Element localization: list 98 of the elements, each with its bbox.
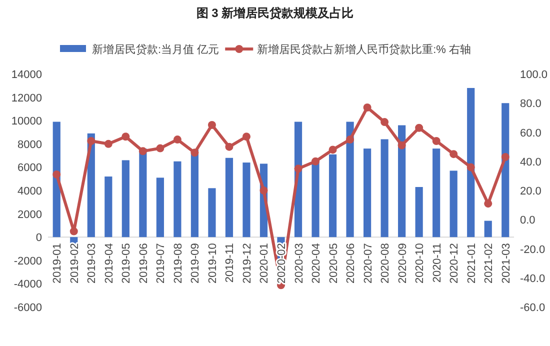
- bar: [398, 125, 406, 238]
- x-tick-label: 2020-12: [448, 243, 461, 284]
- bar: [104, 176, 112, 238]
- point: [432, 136, 440, 145]
- x-tick-label: 2020-10: [414, 243, 426, 284]
- y2-tick-label: 60.0: [520, 127, 542, 140]
- point: [328, 146, 337, 154]
- bar: [484, 220, 492, 238]
- chart-title: 图 3 新增居民贷款规模及占比: [196, 6, 354, 20]
- bar: [450, 170, 458, 238]
- y-tick-label: 10000: [11, 116, 42, 128]
- point: [173, 136, 182, 144]
- bar: [364, 148, 372, 238]
- bar: [502, 103, 510, 238]
- x-tick-label: 2020-06: [345, 243, 358, 284]
- bar: [174, 161, 182, 238]
- y-tick-label: -6000: [14, 302, 42, 314]
- y2-tick-label: -40.0: [520, 272, 546, 285]
- y2-tick-label: -20.0: [520, 244, 546, 256]
- y-tick-label: 4000: [18, 186, 42, 198]
- y2-tick-label: 80.0: [520, 98, 542, 110]
- point: [122, 132, 130, 141]
- point: [466, 163, 475, 172]
- point: [104, 140, 112, 148]
- x-tick-label: 2019-07: [155, 243, 168, 284]
- point: [225, 142, 234, 151]
- x-tick-label: 2020-11: [431, 243, 444, 283]
- point: [398, 141, 406, 150]
- point: [380, 118, 389, 126]
- bar: [156, 178, 164, 238]
- bar: [328, 154, 337, 238]
- y2-tick-label: 20.0: [520, 186, 542, 198]
- x-tick-label: 2019-01: [52, 243, 64, 284]
- x-tick-label: 2021-02: [483, 243, 496, 284]
- bar: [122, 160, 130, 238]
- x-tick-label: 2020-08: [380, 243, 392, 284]
- y-tick-label: 2000: [18, 208, 42, 221]
- x-tick-label: 2019-03: [86, 243, 98, 284]
- bar: [380, 139, 388, 238]
- x-tick-label: 2019-04: [103, 243, 116, 284]
- x-tick-label: 2020-03: [293, 243, 306, 284]
- point: [70, 227, 78, 236]
- x-tick-label: 2019-08: [172, 243, 184, 284]
- bar: [346, 122, 354, 238]
- point: [312, 157, 320, 166]
- x-tick-label: 2019-11: [224, 243, 236, 283]
- x-tick-label: 2019-06: [138, 243, 150, 284]
- bar: [208, 188, 216, 238]
- point: [156, 144, 164, 152]
- point: [208, 120, 216, 129]
- x-tick-label: 2019-10: [206, 243, 219, 284]
- y2-tick-label: 40.0: [520, 156, 542, 168]
- bar: [139, 148, 147, 238]
- point: [190, 148, 199, 157]
- point: [87, 136, 96, 145]
- x-tick-label: 2020-05: [328, 243, 340, 284]
- x-tick-label: 2020-09: [396, 243, 409, 284]
- bar: [190, 150, 198, 238]
- x-tick-label: 2020-01: [258, 243, 271, 284]
- point: [138, 147, 147, 156]
- point: [363, 103, 372, 112]
- y-tick-label: 0: [36, 232, 42, 244]
- y-tick-label: 8000: [18, 138, 42, 151]
- point: [501, 153, 510, 162]
- y-tick-label: 12000: [11, 92, 42, 104]
- legend-label: 新增居民贷款占新增人民币贷款比重:% 右轴: [257, 43, 472, 56]
- x-tick-label: 2019-12: [241, 243, 254, 284]
- legend-label: 新增居民贷款:当月值 亿元: [92, 43, 220, 56]
- bar: [432, 148, 440, 238]
- bar: [242, 162, 250, 238]
- x-tick-label: 2020-04: [310, 243, 323, 284]
- point: [484, 200, 492, 208]
- y2-tick-label: -60.0: [520, 302, 546, 314]
- y-tick-label: 14000: [11, 69, 42, 81]
- point: [450, 150, 458, 158]
- bar: [225, 158, 234, 238]
- y-tick-label: 6000: [18, 162, 42, 174]
- x-tick-label: 2019-09: [190, 243, 202, 284]
- point: [346, 136, 354, 144]
- y-tick-label: -2000: [14, 255, 42, 268]
- point: [415, 124, 424, 132]
- bar: [312, 160, 320, 238]
- y2-tick-label: 0.0: [520, 214, 536, 227]
- x-tick-label: 2019-02: [68, 243, 81, 284]
- y-tick-label: -4000: [14, 278, 42, 291]
- y2-tick-label: 100.0: [520, 69, 548, 81]
- point: [294, 164, 302, 173]
- x-tick-label: 2020-07: [362, 243, 374, 284]
- bar: [467, 88, 475, 238]
- x-tick-label: 2021-01: [466, 243, 478, 284]
- x-tick-label: 2019-05: [120, 243, 133, 284]
- x-tick-label: 2021-03: [500, 243, 512, 284]
- point: [260, 186, 268, 194]
- point: [52, 170, 61, 178]
- bar: [52, 122, 60, 238]
- bar: [415, 187, 423, 238]
- x-tick-label: 2020-02: [276, 243, 288, 284]
- point: [242, 132, 250, 141]
